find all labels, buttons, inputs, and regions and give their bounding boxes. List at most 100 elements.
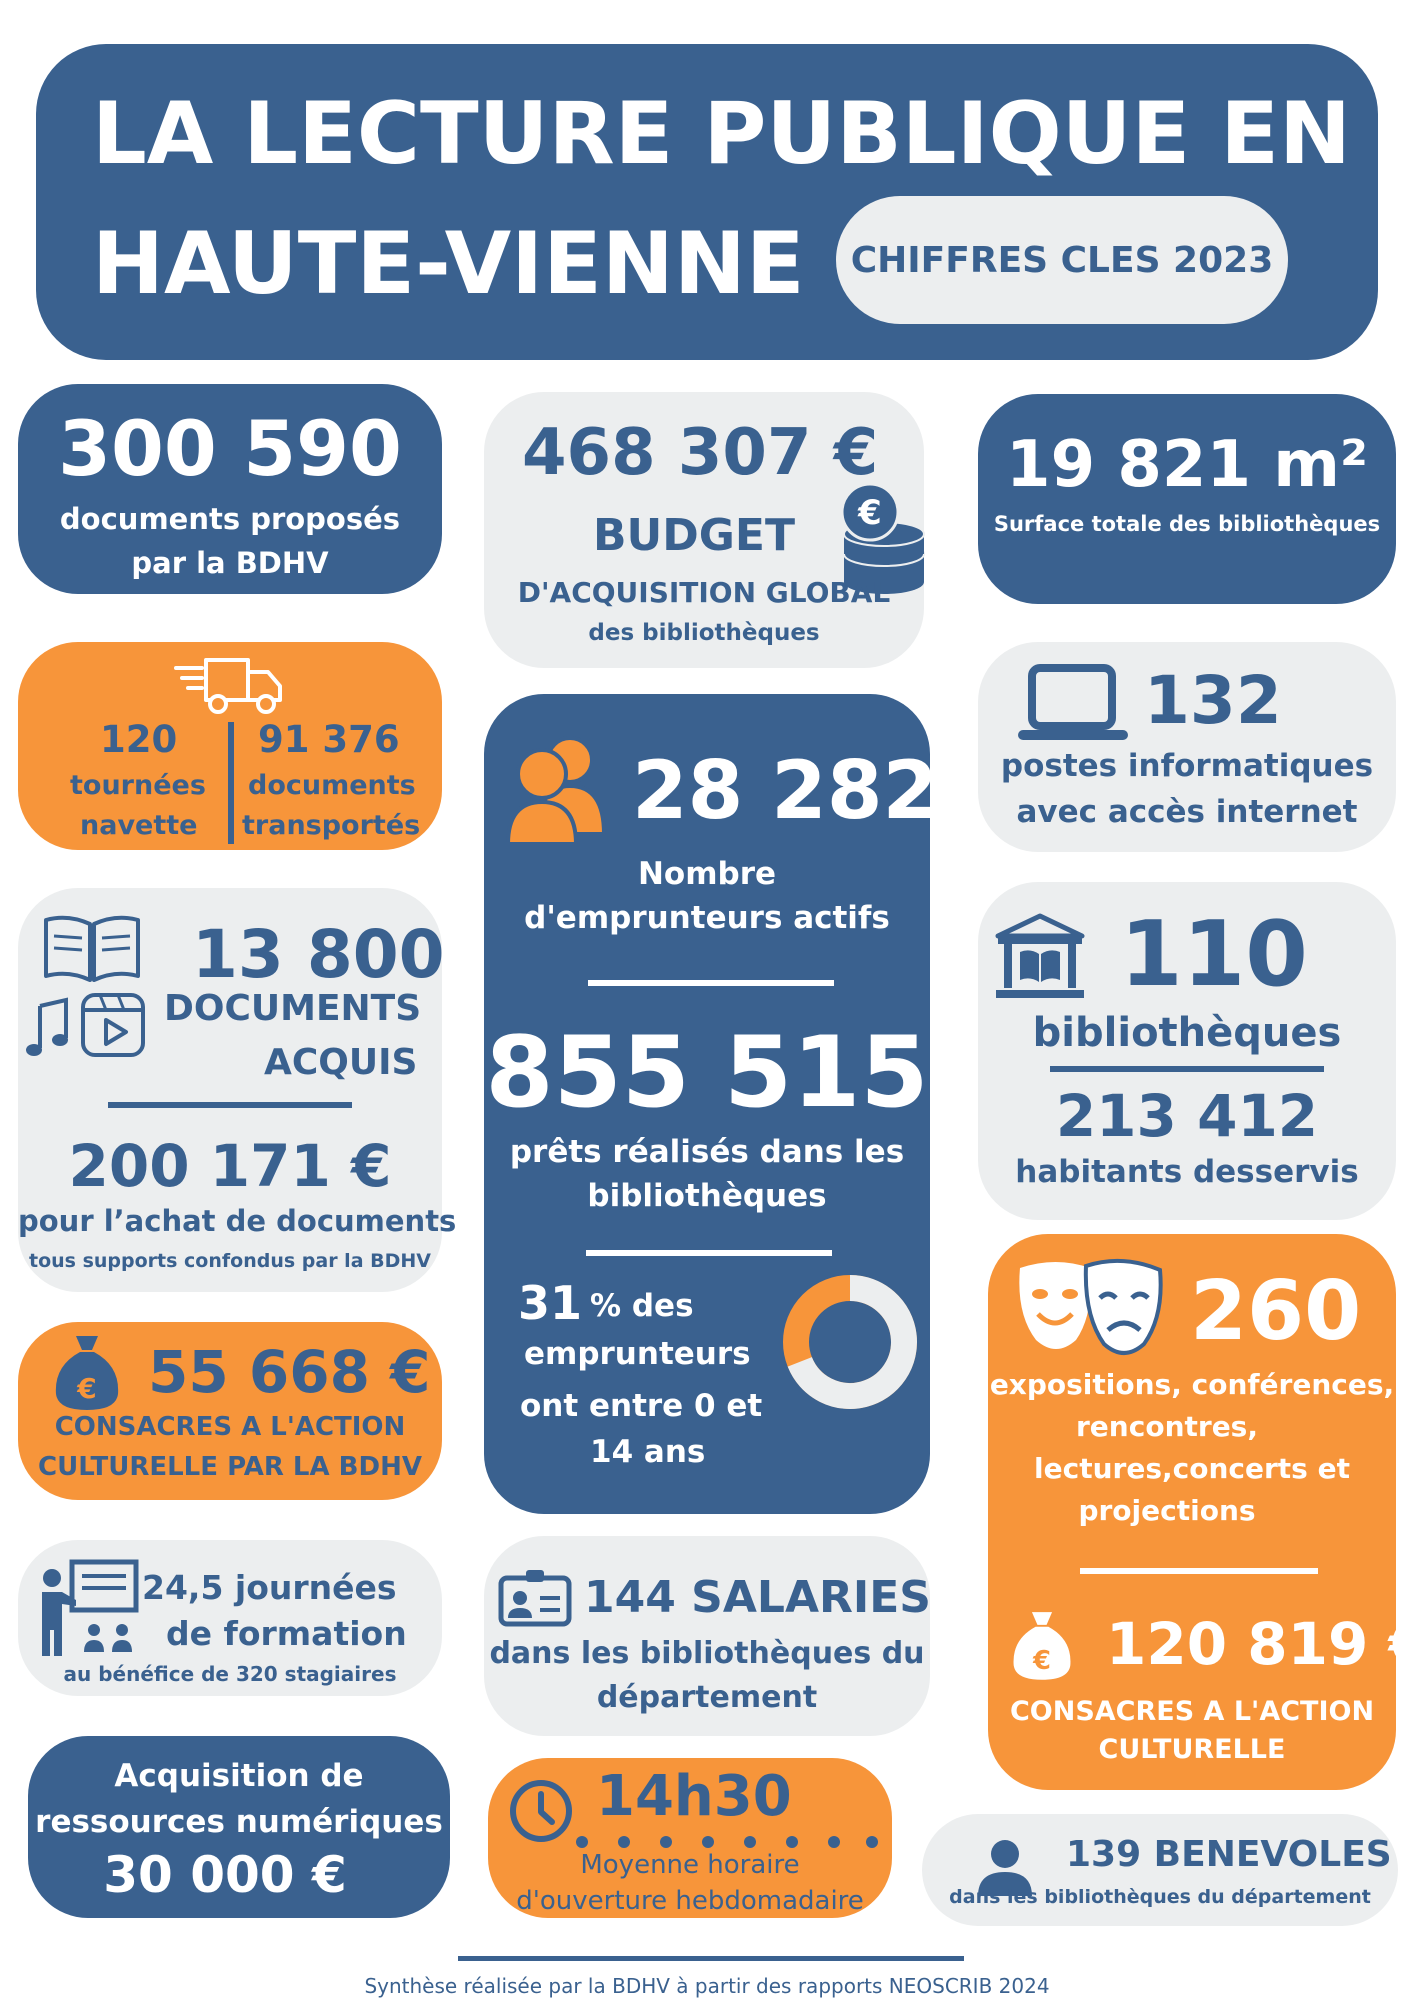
video-clip-icon [81, 993, 145, 1057]
staff-label-2: dans les bibliothèques du [489, 1636, 925, 1671]
open-book-icon [44, 915, 140, 982]
person-icon [978, 1840, 1032, 1896]
digital-label-2: ressources numériques [35, 1804, 443, 1840]
header-banner: LA LECTURE PUBLIQUE EN HAUTE-VIENNE CHIF… [36, 44, 1378, 360]
euro-coins-icon: € [840, 482, 925, 594]
navette-tours-label-1: tournées [70, 770, 206, 801]
navette-docs-label-2: transportés [242, 810, 421, 841]
libraries-number: 110 [1120, 902, 1308, 1007]
hours-label-1: Moyenne horaire [580, 1850, 800, 1880]
delivery-truck-icon [174, 658, 282, 714]
events-label-3: lectures,concerts et [1034, 1452, 1350, 1485]
people-icon [505, 736, 607, 846]
digital-label-1: Acquisition de [114, 1758, 364, 1794]
dotted-line [576, 1836, 878, 1848]
budget-label-3: des bibliothèques [588, 620, 820, 646]
budget-label-1: BUDGET [593, 510, 795, 561]
events-label-4: projections [1078, 1494, 1256, 1527]
theater-masks-icon [1019, 1258, 1163, 1355]
volunteers-label: 139 BENEVOLES [1066, 1834, 1392, 1875]
loans-label-2: bibliothèques [587, 1178, 827, 1214]
training-label-3: au bénéfice de 320 stagiaires [63, 1662, 397, 1686]
events-label-1: expositions, conférences, [989, 1368, 1395, 1401]
acquired-card: 13 800 DOCUMENTS ACQUIS 200 171 € pour l… [18, 888, 457, 1292]
documents-number: 300 590 [58, 404, 402, 493]
year-badge: CHIFFRES CLES 2023 [836, 196, 1288, 324]
surface-label: Surface totale des bibliothèques [993, 512, 1381, 536]
computers-label-1: postes informatiques [1000, 748, 1374, 784]
acquired-divider [108, 1102, 352, 1108]
footer-text: Synthèse réalisée par la BDHV à partir d… [364, 1974, 1050, 1998]
acquired-label-2: ACQUIS [264, 1042, 418, 1083]
hours-number: 14h30 [596, 1764, 792, 1829]
clock-icon [510, 1780, 572, 1842]
digital-card: Acquisition de ressources numériques 30 … [28, 1736, 450, 1918]
computers-label-2: avec accès internet [1016, 794, 1358, 830]
page-title-line1: LA LECTURE PUBLIQUE EN [92, 84, 1351, 184]
hours-label-2: d'ouverture hebdomadaire [516, 1886, 864, 1916]
culture-bdhv-amount: 55 668 € [148, 1338, 431, 1406]
year-badge-label: CHIFFRES CLES 2023 [850, 239, 1274, 281]
acquired-amount-label-1: pour l’achat de documents [18, 1204, 457, 1238]
library-building-icon [995, 913, 1085, 998]
events-number: 260 [1190, 1264, 1362, 1359]
libraries-divider [1050, 1066, 1324, 1072]
borrowers-number: 28 282 [632, 744, 939, 837]
laptop-icon [1018, 664, 1128, 740]
events-divider [1080, 1568, 1318, 1574]
navette-tours-number: 120 [100, 718, 178, 761]
navette-docs-label-1: documents [248, 770, 416, 801]
events-amount-label-1: CONSACRES A L'ACTION [1009, 1696, 1375, 1727]
events-label-2: rencontres, [1076, 1410, 1258, 1443]
music-note-icon [26, 997, 68, 1056]
navette-tours-label-2: navette [80, 810, 198, 841]
budget-label-2: D'ACQUISITION GLOBAL [517, 576, 891, 609]
svg-text:€: € [857, 493, 882, 533]
events-card: 260 expositions, conférences, rencontres… [988, 1234, 1414, 1790]
documents-label-2: par la BDHV [131, 546, 329, 580]
events-amount-label-2: CULTURELLE [1098, 1734, 1286, 1765]
training-label-1: 24,5 journées [142, 1568, 397, 1607]
pct-label-3: ont entre 0 et [520, 1388, 763, 1424]
pct-label-4: 14 ans [590, 1434, 706, 1470]
borrowers-label-1: Nombre [637, 856, 777, 892]
svg-text:€: € [76, 1372, 96, 1405]
training-label-2: de formation [166, 1614, 407, 1653]
loans-label-1: prêts réalisés dans les [509, 1134, 905, 1170]
training-presentation-icon [42, 1559, 139, 1656]
borrowers-divider-2 [586, 1250, 832, 1256]
culture-bdhv-card: € 55 668 € CONSACRES A L'ACTION CULTUREL… [18, 1322, 442, 1500]
culture-bdhv-label-2: CULTURELLE PAR LA BDHV [38, 1452, 422, 1482]
acquired-label-1: DOCUMENTS [164, 988, 422, 1029]
computers-number: 132 [1144, 662, 1282, 739]
budget-number: 468 307 € [522, 416, 879, 490]
acquired-amount-label-2: tous supports confondus par la BDHV [28, 1250, 431, 1272]
inhabitants-number: 213 412 [1055, 1082, 1319, 1150]
hours-card: 14h30 Moyenne horaire d'ouverture hebdom… [488, 1758, 892, 1918]
pct-label-1: % des [590, 1288, 694, 1324]
volunteers-sublabel: dans les bibliothèques du département [949, 1886, 1371, 1908]
acquired-number: 13 800 [192, 916, 445, 993]
money-bag-icon: € [55, 1336, 119, 1410]
staff-label-3: département [596, 1680, 818, 1715]
volunteers-card: 139 BENEVOLES dans les bibliothèques du … [922, 1814, 1398, 1926]
inhabitants-label: habitants desservis [1015, 1154, 1359, 1190]
id-badge-icon [498, 1570, 572, 1627]
surface-number: 19 821 m² [1006, 428, 1368, 502]
money-bag-icon-2: € [1013, 1612, 1071, 1680]
digital-amount: 30 000 € [103, 1846, 347, 1904]
age-share-donut [783, 1275, 917, 1409]
borrowers-label-2: d'emprunteurs actifs [524, 900, 890, 936]
budget-card: 468 307 € € BUDGET D'ACQUISITION GLOBAL … [484, 392, 925, 668]
staff-label-1: 144 SALARIES [584, 1572, 931, 1623]
events-amount: 120 819 € [1106, 1610, 1414, 1678]
documents-label-1: documents proposés [59, 502, 401, 536]
footer-divider [458, 1956, 964, 1961]
culture-bdhv-label-1: CONSACRES A L'ACTION [54, 1412, 406, 1442]
navette-docs-number: 91 376 [258, 718, 400, 761]
pct-label-2: emprunteurs [524, 1336, 751, 1372]
acquired-amount: 200 171 € [68, 1132, 392, 1200]
pct-number: 31 [518, 1276, 583, 1330]
borrowers-divider-1 [588, 980, 834, 986]
svg-text:€: € [1032, 1646, 1051, 1676]
